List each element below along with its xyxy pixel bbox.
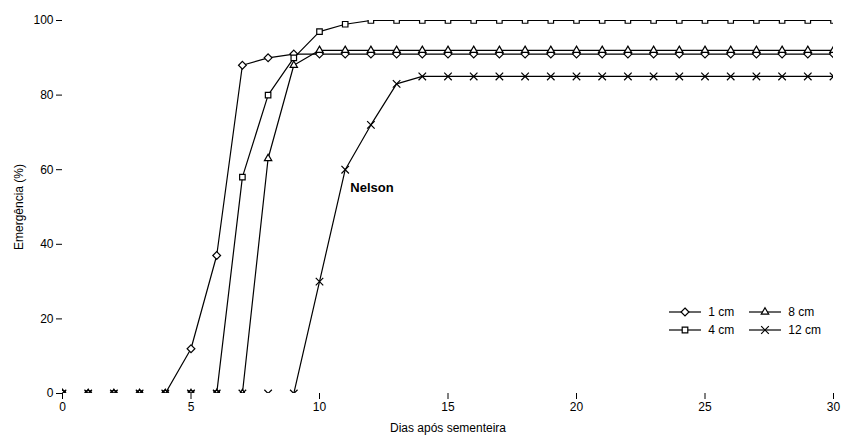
svg-text:10: 10 — [313, 400, 327, 414]
svg-text:20: 20 — [40, 312, 54, 326]
svg-text:80: 80 — [40, 88, 54, 102]
svg-text:100: 100 — [33, 13, 53, 27]
html-text:4 cm: 4 cm — [708, 323, 735, 338]
svg-text:15: 15 — [441, 400, 455, 414]
html-text:1 cm: 1 cm — [708, 305, 735, 320]
svg-text:Dias após sementeira: Dias após sementeira — [390, 421, 506, 435]
svg-text:0: 0 — [59, 400, 66, 414]
svg-text:40: 40 — [40, 237, 54, 251]
svg-text:Emergência (%): Emergência (%) — [12, 164, 26, 250]
svg-text:60: 60 — [40, 163, 54, 177]
html-text:12 cm: 12 cm — [788, 323, 821, 338]
svg-text:Nelson: Nelson — [350, 180, 393, 195]
svg-text:25: 25 — [698, 400, 712, 414]
svg-text:5: 5 — [188, 400, 195, 414]
html-text:8 cm: 8 cm — [788, 305, 815, 320]
svg-text:0: 0 — [47, 386, 54, 400]
svg-text:20: 20 — [570, 400, 584, 414]
svg-text:30: 30 — [827, 400, 841, 414]
